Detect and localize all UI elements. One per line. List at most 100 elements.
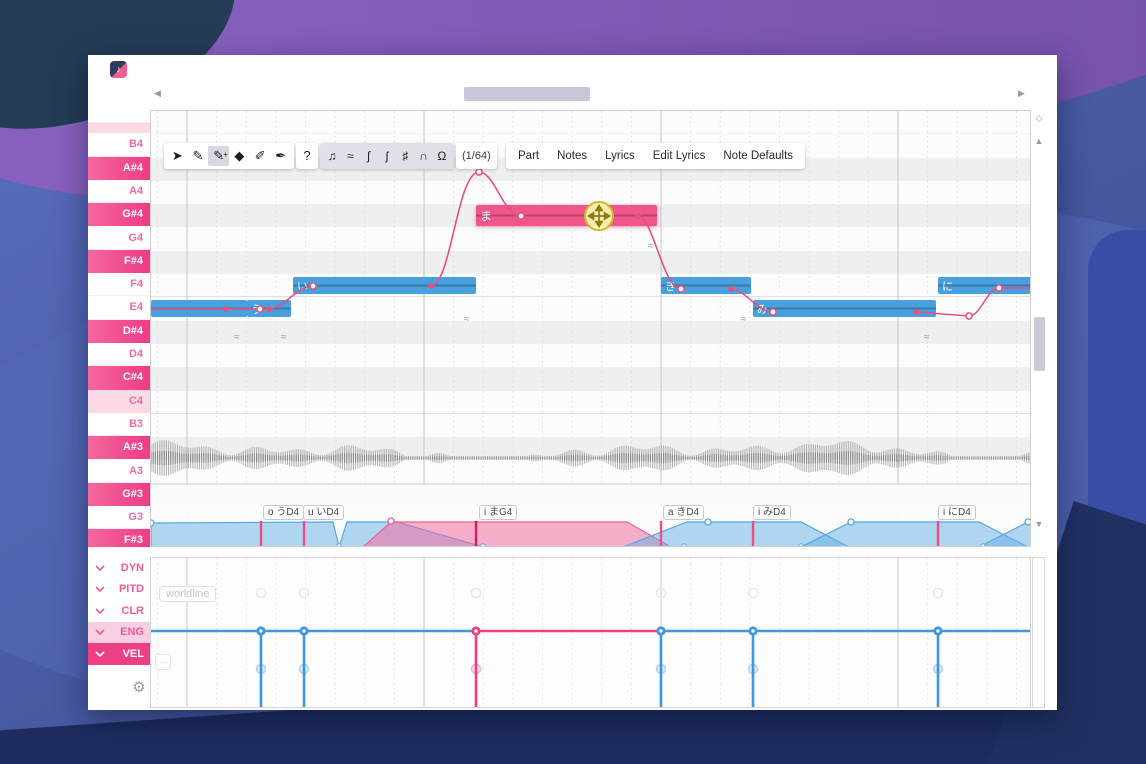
pitch-row-A3 <box>151 460 1030 484</box>
key-label: A3 <box>128 464 143 477</box>
piano-key-G4[interactable]: G4 <box>88 226 150 250</box>
menu-notes[interactable]: Notes <box>557 150 588 162</box>
panel-handle[interactable]: ·· <box>155 654 171 670</box>
expression-dyn[interactable]: DYN <box>88 557 150 579</box>
key-label: C4 <box>128 394 143 407</box>
note-lyric: に <box>942 280 953 293</box>
show-pitch-toggle[interactable]: ∫ <box>367 149 371 163</box>
maximize-button[interactable]: □ <box>987 62 995 76</box>
piano-key-G#4[interactable]: G#4 <box>88 203 150 227</box>
renderer-tag: worldline <box>159 586 217 602</box>
piano-key-A#4[interactable]: A#4 <box>88 156 150 180</box>
vibrato-toggle-icon[interactable]: ≈ <box>924 332 930 343</box>
piano-key-A3[interactable]: A3 <box>88 459 150 483</box>
key-label <box>88 110 150 115</box>
piano-key-G3[interactable]: G3 <box>88 506 150 530</box>
help-button[interactable]: ? <box>296 143 318 169</box>
hscroll-left-icon[interactable]: ◀ <box>154 88 161 98</box>
note-に[interactable]: に <box>938 277 1030 295</box>
phoneme-label[interactable]: u いD4 <box>303 505 345 520</box>
key-label: B3 <box>128 417 143 430</box>
note-み[interactable]: み <box>753 300 936 318</box>
title-bar[interactable]: ♪ Piano Roll – □ × <box>88 55 1057 83</box>
chevron-down-icon[interactable] <box>95 565 121 571</box>
piano-key-c5-partial[interactable] <box>88 110 150 134</box>
show-waveform-toggle[interactable]: ♯ <box>402 149 409 163</box>
select-tool[interactable]: ➤ <box>171 148 183 163</box>
eraser-tool[interactable]: ◆ <box>234 148 245 163</box>
vibrato-toggle-icon[interactable]: ≈ <box>234 332 240 343</box>
gear-icon[interactable]: ⚙ <box>132 679 146 696</box>
show-final-pitch-toggle[interactable]: ʃ <box>385 149 389 163</box>
piano-key-F4[interactable]: F4 <box>88 273 150 297</box>
piano-key-B4[interactable]: B4 <box>88 133 150 157</box>
piano-keyboard: B4 A#4 A4 G#4 G4 F#4 F4 E4 D#4 D4 C#4 C4 B3 A#3 A3 G#3 G… <box>88 110 150 547</box>
piano-key-A4[interactable]: A4 <box>88 179 150 204</box>
chevron-down-icon[interactable] <box>95 651 123 657</box>
piano-key-F#4[interactable]: F#4 <box>88 249 150 274</box>
pitch-row-C4 <box>151 390 1030 414</box>
expression-label: ENG <box>120 626 144 639</box>
piano-key-A#3[interactable]: A#3 <box>88 436 150 460</box>
grid-waveform-phoneme-layer <box>151 111 1030 546</box>
note-い[interactable]: い <box>293 277 476 295</box>
menu-edit-lyrics[interactable]: Edit Lyrics <box>652 150 706 162</box>
piano-key-D4[interactable]: D4 <box>88 343 150 367</box>
vibrato-toggle-icon[interactable]: ≈ <box>464 314 470 325</box>
pitch-row-D4 <box>151 344 1030 368</box>
expression-panel-scrollbar[interactable] <box>1032 557 1045 708</box>
piano-key-E4[interactable]: E4 <box>88 296 150 320</box>
key-label: A#4 <box>122 161 143 174</box>
hscroll-thumb[interactable] <box>464 87 590 101</box>
expression-vel[interactable]: VEL <box>88 643 150 665</box>
vibrato-toggle-icon[interactable]: ≈ <box>648 241 654 252</box>
vscroll-thumb[interactable] <box>1034 317 1045 371</box>
snap-division-button[interactable]: (1/64) <box>456 143 497 169</box>
show-notes-toggle[interactable]: ♫ <box>327 149 337 163</box>
move-cursor-icon <box>584 201 614 231</box>
vibrato-toggle-icon[interactable]: ≈ <box>741 314 747 325</box>
key-label: F#3 <box>124 534 143 547</box>
minimize-button[interactable]: – <box>943 62 951 76</box>
key-label: A4 <box>128 184 143 197</box>
phoneme-label[interactable]: a きD4 <box>663 505 705 520</box>
vibrato-toggle-icon[interactable]: ≈ <box>281 332 287 343</box>
pitch-row-C#4 <box>151 367 1030 391</box>
close-button[interactable]: × <box>1031 62 1039 76</box>
draw-curve-tool[interactable]: ✐ <box>254 148 266 163</box>
phoneme-label[interactable]: i みD4 <box>753 505 791 520</box>
snap-division-label: (1/64) <box>462 150 491 162</box>
piano-key-C#4[interactable]: C#4 <box>88 366 150 390</box>
expression-clr[interactable]: CLR <box>88 600 150 622</box>
menu-part[interactable]: Part <box>518 150 540 162</box>
chevron-down-icon[interactable] <box>95 586 119 593</box>
phoneme-label[interactable]: o うD4 <box>263 505 305 520</box>
hscroll-right-icon[interactable]: ▶ <box>1018 88 1025 98</box>
show-envelope-toggle[interactable]: Ω <box>437 149 447 163</box>
vscroll-zoom-icon[interactable]: ◇ <box>1035 113 1043 123</box>
expression-pitd[interactable]: PITD <box>88 579 150 601</box>
pitch-row-F#4 <box>151 250 1030 275</box>
phoneme-label[interactable]: i にD4 <box>938 505 976 520</box>
menu-lyrics[interactable]: Lyrics <box>605 150 635 162</box>
expression-eng[interactable]: ENG <box>88 621 150 643</box>
piano-key-F#3[interactable]: F#3 <box>88 529 150 547</box>
vscroll-down-icon[interactable]: ▼ <box>1034 519 1044 529</box>
piano-key-D#4[interactable]: D#4 <box>88 319 150 343</box>
vscroll-up-icon[interactable]: ▲ <box>1034 136 1044 146</box>
piano-key-B3[interactable]: B3 <box>88 412 150 437</box>
knife-tool[interactable]: ✒ <box>275 148 287 163</box>
piano-key-C4[interactable]: C4 <box>88 389 150 413</box>
pencil-plus-tool[interactable]: ✎ + <box>208 146 230 166</box>
chevron-down-icon[interactable] <box>95 629 120 636</box>
phoneme-label[interactable]: i まG4 <box>479 505 518 520</box>
show-vibrato-toggle[interactable]: ≈ <box>347 149 354 163</box>
menu-note-defaults[interactable]: Note Defaults <box>723 150 794 162</box>
pitch-row-B3 <box>151 413 1030 438</box>
show-phoneme-toggle[interactable]: ∩ <box>419 149 428 163</box>
chevron-down-icon[interactable] <box>95 608 121 614</box>
expression-editor-panel[interactable]: worldline ·· <box>150 557 1031 708</box>
piano-key-G#3[interactable]: G#3 <box>88 482 150 507</box>
pencil-tool[interactable]: ✎ <box>192 148 204 163</box>
